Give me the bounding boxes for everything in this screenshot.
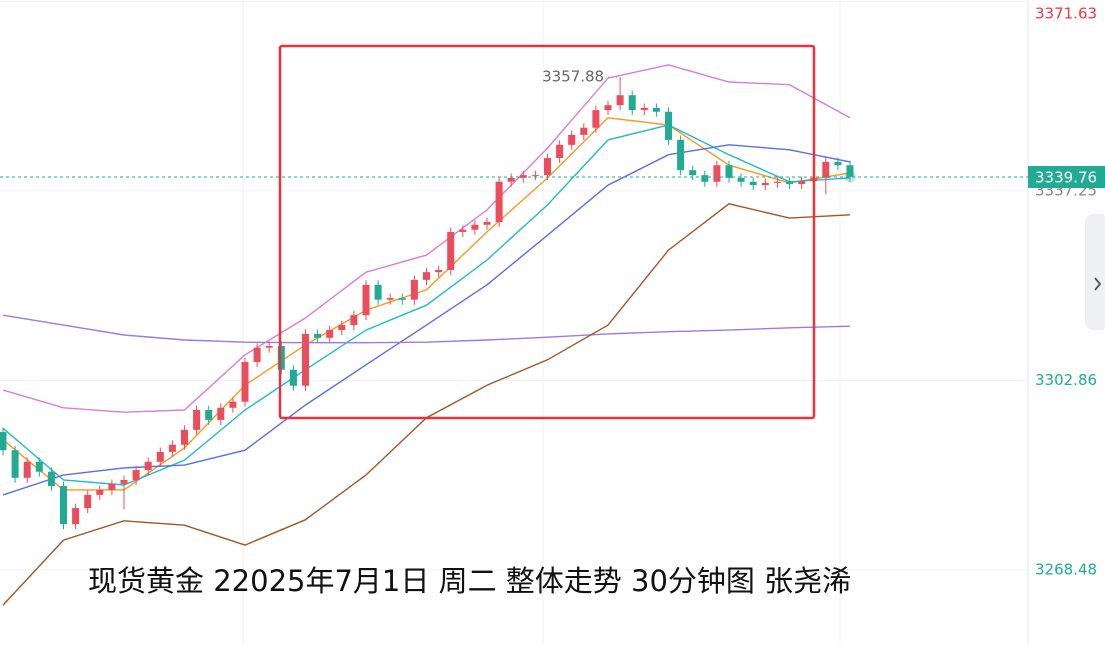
candle-body — [23, 461, 31, 478]
candle-body — [846, 165, 854, 177]
candle-body — [374, 284, 382, 300]
scroll-tab-bg[interactable] — [1085, 214, 1105, 330]
y-tick-label: 3371.63 — [1035, 5, 1097, 23]
candle-body — [168, 444, 176, 452]
last-price-box — [1028, 166, 1105, 189]
candle-body — [11, 450, 19, 478]
candle-body — [628, 95, 636, 111]
candle-body — [531, 175, 539, 177]
scroll-tab[interactable] — [1085, 214, 1105, 330]
candle-body — [737, 177, 745, 182]
candle-body — [786, 181, 793, 184]
candle-body — [229, 401, 237, 408]
candle-body — [338, 325, 346, 331]
candle-body — [822, 161, 830, 178]
indicator-line — [2, 124, 851, 486]
candle-body — [423, 272, 430, 280]
candle-body — [652, 107, 660, 112]
candle-body — [253, 347, 261, 363]
chart-title: 现货黄金 22025年7月1日 周二 整体走势 30分钟图 张尧浠 — [88, 564, 851, 598]
peak-label: 3357.88 — [542, 68, 604, 86]
y-tick-label: 3302.86 — [1035, 371, 1097, 389]
indicator-line — [2, 314, 851, 344]
highlight-box — [278, 44, 816, 420]
candle-body — [277, 346, 285, 370]
candle-body — [713, 165, 721, 182]
last-price-label: 3339.76 — [1035, 169, 1097, 187]
candle-body — [471, 224, 479, 230]
candle-body — [35, 461, 43, 472]
candle-body — [265, 346, 273, 348]
y-tick-label: 3268.48 — [1035, 560, 1097, 578]
candle-body — [193, 409, 201, 430]
candle-body — [132, 470, 140, 481]
candle-body — [483, 222, 491, 225]
candle-body — [289, 369, 297, 386]
last-point-glow — [844, 170, 856, 183]
candle-body — [120, 480, 128, 484]
candle-body — [350, 315, 358, 326]
candle-body — [205, 409, 213, 420]
candle-body — [725, 165, 733, 178]
candle-body — [84, 494, 92, 509]
candle-body — [459, 229, 467, 232]
candle-body — [592, 110, 600, 128]
vertical-grid — [242, 0, 841, 645]
candle-body — [749, 181, 757, 186]
candle-body — [616, 95, 624, 106]
indicator-line — [2, 203, 851, 606]
indicator-line — [2, 64, 851, 413]
candle-body — [544, 158, 551, 176]
candle-body — [47, 471, 55, 487]
candle-body — [507, 177, 515, 182]
candle-body — [568, 134, 576, 145]
scroll-arrow[interactable] — [1094, 277, 1102, 291]
candle-body — [0, 432, 7, 451]
candle-body — [217, 407, 225, 420]
candle-body — [701, 175, 709, 182]
candle-body — [108, 483, 116, 490]
indicator-line — [2, 144, 851, 496]
candle-body — [665, 111, 672, 140]
candle-body — [398, 298, 406, 300]
candle-body — [556, 144, 564, 159]
candle-body — [410, 279, 418, 300]
candle-body — [495, 181, 503, 223]
candle-body — [798, 181, 806, 184]
grid — [0, 0, 1028, 571]
indicator-line — [2, 117, 851, 491]
indicator-lines — [2, 64, 851, 606]
candle-body — [241, 362, 249, 402]
candle-body — [773, 181, 781, 183]
candle-body — [677, 139, 685, 171]
candle-body — [96, 489, 104, 495]
candle-body — [326, 330, 334, 338]
candle-body — [386, 298, 394, 300]
candles: 3357.88 — [0, 68, 1028, 530]
candle-body — [604, 105, 612, 111]
candle-body — [302, 333, 309, 386]
candle-body — [60, 486, 67, 525]
candle-body — [834, 161, 842, 166]
candle-body — [640, 107, 648, 111]
candle-body — [72, 508, 80, 525]
candle-body — [447, 231, 455, 270]
candle-body — [580, 127, 588, 135]
candle-body — [689, 170, 697, 176]
candle-body — [435, 269, 443, 273]
candle-body — [144, 461, 152, 471]
candle-body — [181, 429, 188, 445]
candle-body — [761, 182, 769, 186]
candle-body — [362, 284, 370, 316]
candle-body — [156, 451, 164, 462]
candle-body — [314, 333, 322, 338]
